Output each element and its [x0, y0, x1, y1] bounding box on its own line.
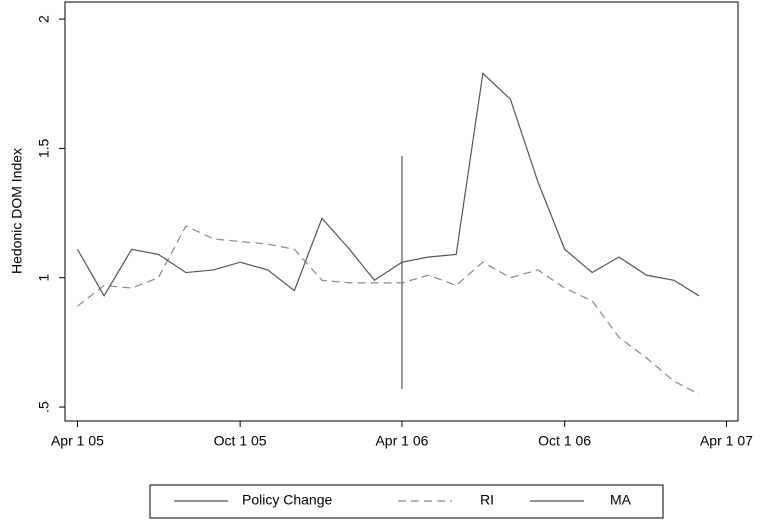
series-line	[76, 72, 700, 298]
y-tick-label: .5	[36, 401, 52, 413]
x-tick-label: Apr 1 05	[51, 433, 104, 449]
y-tick-label: 1.5	[36, 138, 52, 158]
legend-label: MA	[610, 492, 632, 508]
series-line	[77, 225, 700, 395]
y-axis-label: Hedonic DOM Index	[9, 148, 25, 274]
y-tick-label: 1	[36, 274, 52, 282]
x-tick-label: Apr 1 06	[375, 433, 428, 449]
legend-label: RI	[480, 492, 494, 508]
y-tick-label: 2	[36, 15, 52, 23]
legend-label: Policy Change	[242, 492, 332, 508]
x-tick-label: Apr 1 07	[700, 433, 753, 449]
legend-box	[149, 484, 664, 519]
x-tick-label: Oct 1 05	[214, 433, 267, 449]
x-tick-label: Oct 1 06	[538, 433, 591, 449]
